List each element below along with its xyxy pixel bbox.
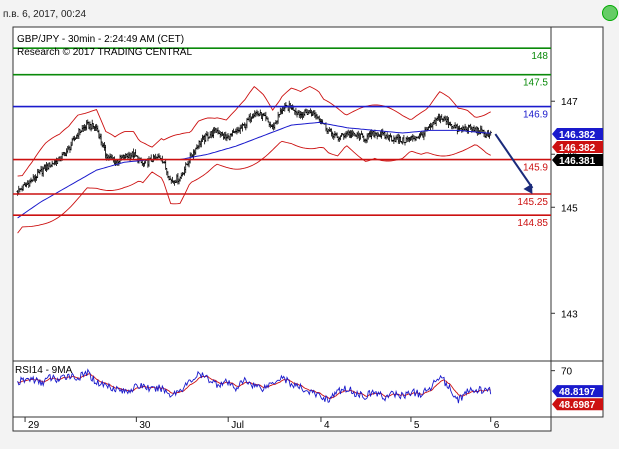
price-tag: 146.382 — [552, 127, 603, 141]
time-tick-label: Jul — [231, 420, 244, 431]
price-tag-bg — [552, 127, 603, 140]
lower-band-line — [17, 140, 491, 234]
price-tag: 48.6987 — [552, 398, 603, 411]
price-tag: 146.381 — [552, 154, 603, 167]
price-tick-label: 143 — [561, 309, 578, 320]
level-label: 145.9 — [523, 163, 548, 174]
rsi-tick-label: 70 — [561, 367, 573, 378]
time-tick-label: 29 — [28, 420, 40, 431]
price-tick-label: 145 — [561, 203, 578, 214]
price-tag: 146.382 — [552, 140, 603, 154]
time-tick-label: 30 — [139, 420, 151, 431]
price-tag-label: 146.382 — [559, 130, 596, 141]
timestamp-text: п.в. 6, 2017, 00:24 — [3, 9, 87, 20]
level-label: 146.9 — [523, 110, 548, 121]
moving-average-line — [17, 121, 491, 219]
forecast-arrow-head — [523, 183, 533, 194]
time-tick-label: 6 — [494, 420, 500, 431]
rsi-plot-area — [12, 360, 552, 418]
time-tick-label: 5 — [414, 420, 420, 431]
price-tag-label: 146.382 — [559, 143, 596, 154]
rsi-panel-frame — [12, 360, 604, 432]
forecast-arrow-shaft — [494, 133, 534, 189]
price-tag-bg — [552, 385, 603, 398]
level-label: 147.5 — [523, 78, 548, 89]
price-tick-label: 147 — [561, 97, 578, 108]
time-axis — [12, 416, 552, 432]
price-tag: 48.8197 — [552, 385, 603, 398]
price-tag-bg — [552, 140, 603, 153]
close-icon[interactable] — [602, 5, 618, 21]
price-tag-label: 48.6987 — [559, 400, 596, 411]
price-tag-label: 146.381 — [559, 156, 596, 167]
rsi-panel-title: RSI14 - 9MA — [15, 365, 73, 376]
time-tick-label: 4 — [324, 420, 330, 431]
upper-band-line — [17, 85, 491, 177]
level-label: 145.25 — [517, 197, 548, 208]
price-axis — [550, 26, 604, 362]
price-tag-label: 48.8197 — [559, 387, 596, 398]
level-label: 144.85 — [517, 218, 548, 229]
price-tag-bg — [552, 398, 603, 411]
price-tag-bg — [552, 154, 603, 167]
main-chart-title: GBP/JPY - 30min - 2:24:49 AM (CET) — [17, 34, 184, 45]
level-label: 148 — [531, 51, 548, 62]
rsi-line — [17, 368, 492, 404]
main-chart-subtitle: Research © 2017 TRADING CENTRAL — [17, 47, 192, 58]
